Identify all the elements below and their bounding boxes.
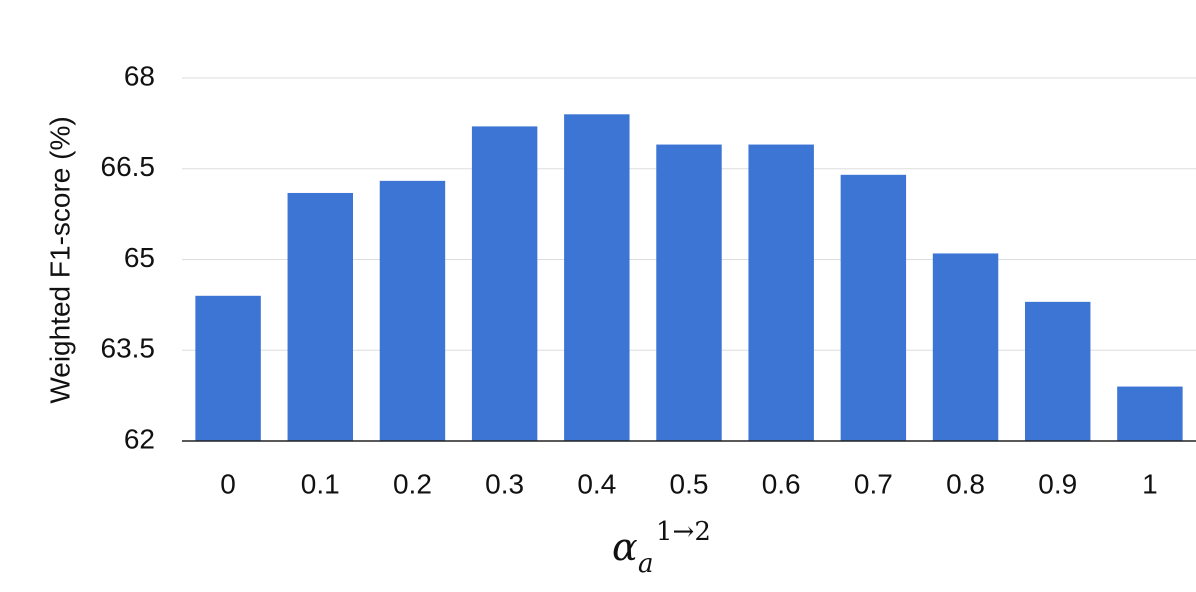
y-tick-label: 65 — [124, 242, 155, 273]
y-tick-label: 66.5 — [101, 151, 156, 182]
x-tick-label: 0.3 — [485, 468, 524, 499]
y-axis-label: Weighted F1-score (%) — [44, 116, 75, 403]
x-tick-labels: 0 0.1 0.2 0.3 0.4 0.5 0.6 0.7 0.8 0.9 1 — [220, 468, 1157, 499]
bar — [656, 144, 722, 442]
bars — [195, 114, 1183, 442]
x-tick-label: 0.5 — [670, 468, 709, 499]
bar — [564, 114, 630, 442]
x-axis-label-superscript: 1→2 — [656, 517, 711, 547]
bar — [1025, 301, 1091, 441]
bar — [932, 253, 999, 441]
bar — [379, 180, 446, 441]
x-tick-label: 0.4 — [577, 468, 616, 499]
x-tick-label: 0 — [220, 468, 236, 499]
bar — [1117, 386, 1183, 441]
x-axis-label-subscript: a — [638, 549, 654, 579]
y-tick-label: 62 — [124, 423, 155, 454]
bar — [748, 144, 814, 442]
x-axis-label: α a 1→2 — [612, 517, 711, 579]
x-tick-label: 0.2 — [393, 468, 432, 499]
x-tick-label: 0.1 — [301, 468, 340, 499]
bar — [471, 126, 538, 442]
x-axis-label-symbol: α — [612, 525, 638, 569]
x-tick-label: 0.6 — [762, 468, 801, 499]
bar — [287, 192, 353, 441]
x-tick-label: 0.7 — [854, 468, 893, 499]
bar — [195, 295, 261, 441]
x-tick-label: 0.8 — [946, 468, 985, 499]
y-tick-label: 63.5 — [101, 333, 156, 364]
bar — [840, 174, 907, 442]
x-tick-label: 0.9 — [1038, 468, 1077, 499]
y-tick-labels: 62 63.5 65 66.5 68 — [101, 60, 156, 454]
y-tick-label: 68 — [124, 60, 155, 91]
x-tick-label: 1 — [1142, 468, 1158, 499]
